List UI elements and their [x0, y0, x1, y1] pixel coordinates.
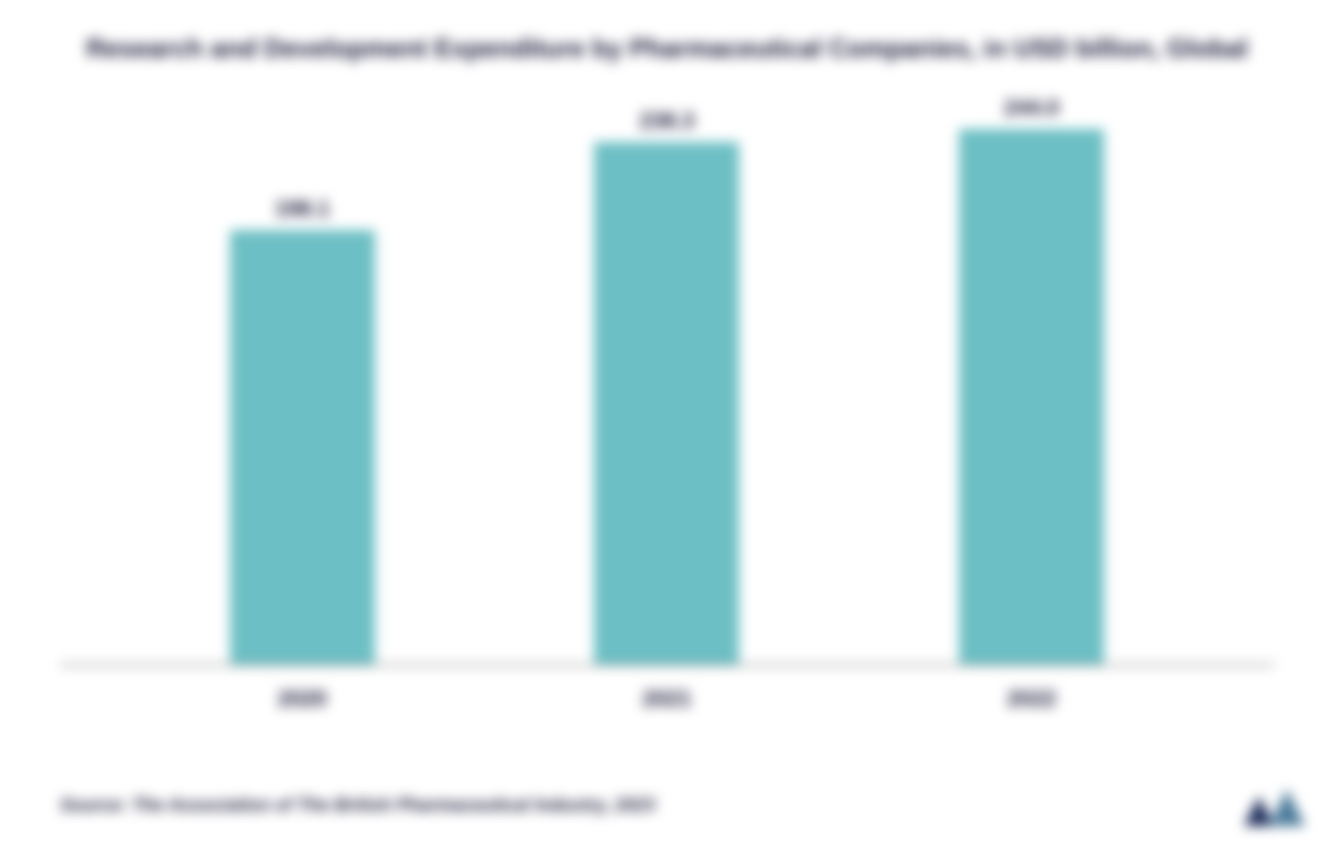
plot-area: 198.1 238.3 244.0: [60, 96, 1274, 666]
bar-value-2: 244.0: [1004, 95, 1059, 121]
source-citation: Source: The Association of The British P…: [60, 795, 655, 816]
bar-group-1: 238.3: [567, 108, 767, 664]
x-label-0: 2020: [202, 686, 402, 712]
bar-0: [230, 230, 375, 664]
bar-2: [959, 129, 1104, 664]
bar-group-0: 198.1: [202, 196, 402, 664]
bar-group-2: 244.0: [932, 95, 1132, 664]
chart-container: Research and Development Expenditure by …: [0, 0, 1334, 856]
bar-1: [594, 142, 739, 664]
x-label-2: 2022: [932, 686, 1132, 712]
brand-logo-icon: [1239, 781, 1309, 831]
x-label-1: 2021: [567, 686, 767, 712]
bar-value-0: 198.1: [275, 196, 330, 222]
bar-value-1: 238.3: [639, 108, 694, 134]
chart-title: Research and Development Expenditure by …: [60, 30, 1274, 66]
x-axis-labels: 2020 2021 2022: [60, 666, 1274, 712]
